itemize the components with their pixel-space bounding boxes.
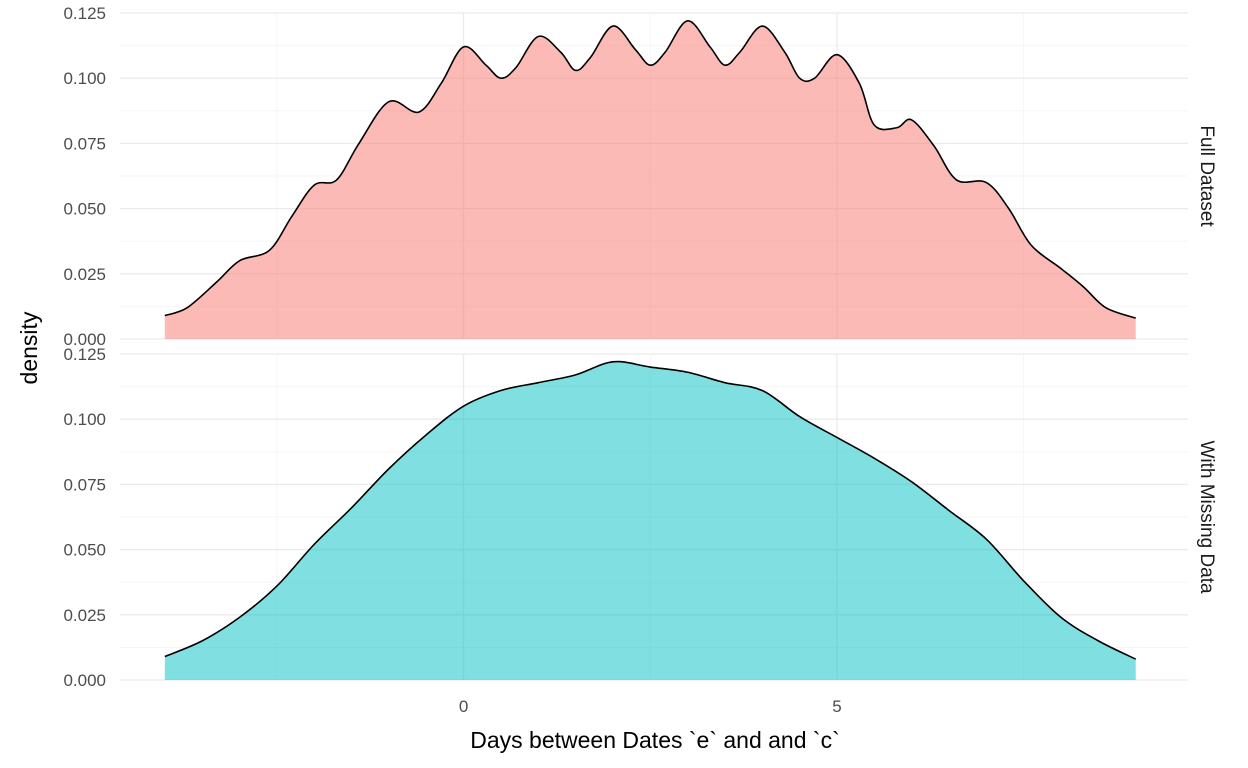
facet-panel: 0.000 0.025 0.050 0.075 0.100 0.125 With Missi… xyxy=(63,345,1217,690)
x-axis-title: Days between Dates `e` and and `c` xyxy=(470,727,839,753)
y-tick-label: 0.050 xyxy=(63,541,106,560)
y-tick-label: 0.025 xyxy=(63,606,106,625)
y-axis-title: density xyxy=(16,311,42,384)
facet-panels: 0.000 0.025 0.050 0.075 0.100 0.125 Full Datas… xyxy=(63,4,1217,716)
y-tick-label: 0.125 xyxy=(63,4,106,23)
x-tick-label: 0 xyxy=(459,697,468,716)
y-tick-label: 0.025 xyxy=(63,265,106,284)
facet-strip-label: With Missing Data xyxy=(1196,440,1217,594)
density-line xyxy=(164,20,1136,319)
y-tick-label: 0.000 xyxy=(63,330,106,349)
density-area xyxy=(164,361,1136,680)
facet-panel: 0.000 0.025 0.050 0.075 0.100 0.125 Full Datas… xyxy=(63,4,1217,349)
y-tick-label: 0.125 xyxy=(63,345,106,364)
y-tick-label: 0.000 xyxy=(63,671,106,690)
facet-strip-label: Full Dataset xyxy=(1196,125,1217,227)
y-tick-label: 0.075 xyxy=(63,134,106,153)
y-tick-label: 0.050 xyxy=(63,200,106,219)
y-tick-label: 0.100 xyxy=(63,69,106,88)
density-area xyxy=(164,20,1136,339)
y-tick-label: 0.100 xyxy=(63,410,106,429)
density-line xyxy=(164,360,1137,660)
x-tick-label: 5 xyxy=(832,697,841,716)
y-tick-label: 0.075 xyxy=(63,475,106,494)
